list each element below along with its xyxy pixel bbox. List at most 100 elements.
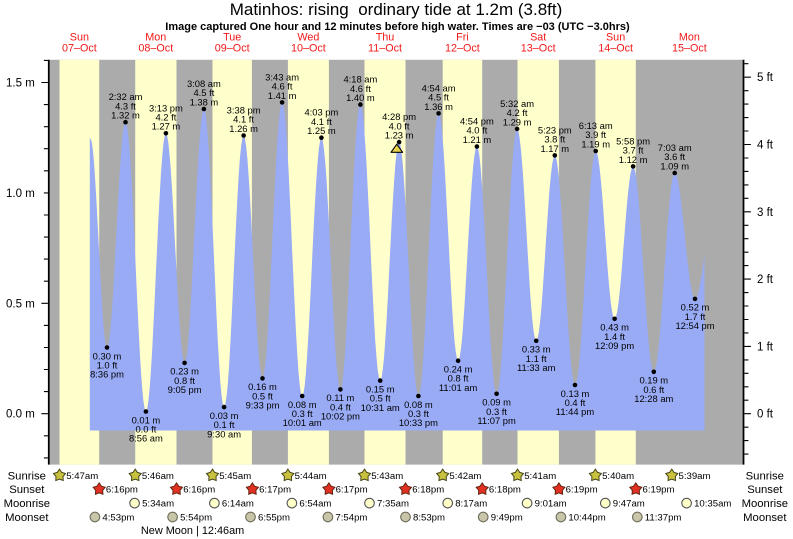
svg-text:Sunset: Sunset <box>9 484 45 496</box>
svg-text:6:54am: 6:54am <box>299 499 331 510</box>
svg-text:11:44 pm: 11:44 pm <box>556 406 595 417</box>
svg-text:0.0 m: 0.0 m <box>6 409 35 421</box>
svg-text:Fri: Fri <box>456 32 469 44</box>
svg-text:4:03 pm: 4:03 pm <box>304 107 338 118</box>
svg-text:0.1 ft: 0.1 ft <box>214 419 235 430</box>
svg-text:7:54pm: 7:54pm <box>335 512 367 523</box>
svg-text:5:41am: 5:41am <box>524 471 556 482</box>
svg-text:2:32 am: 2:32 am <box>109 91 143 102</box>
svg-text:6:16pm: 6:16pm <box>106 485 138 496</box>
svg-text:12:09 pm: 12:09 pm <box>595 340 634 351</box>
svg-text:10–Oct: 10–Oct <box>291 43 326 55</box>
svg-text:Moonset: Moonset <box>5 512 49 524</box>
svg-text:8:56 am: 8:56 am <box>129 433 163 444</box>
svg-text:0.0 ft: 0.0 ft <box>135 424 156 435</box>
svg-text:4 ft: 4 ft <box>757 140 774 152</box>
svg-text:11:33 am: 11:33 am <box>517 362 556 373</box>
svg-text:1.17 m: 1.17 m <box>540 143 569 154</box>
svg-text:1.23 m: 1.23 m <box>385 130 414 141</box>
svg-text:4.3 ft: 4.3 ft <box>115 100 136 111</box>
svg-text:1.4 ft: 1.4 ft <box>604 331 625 342</box>
svg-text:1.7 ft: 1.7 ft <box>685 311 706 322</box>
svg-text:1.5 m: 1.5 m <box>6 78 35 90</box>
svg-text:5:39am: 5:39am <box>679 471 711 482</box>
svg-text:3:13 pm: 3:13 pm <box>149 102 183 113</box>
svg-text:1.36 m: 1.36 m <box>424 101 453 112</box>
svg-text:1.09 m: 1.09 m <box>660 160 689 171</box>
svg-text:0.5 ft: 0.5 ft <box>370 393 391 404</box>
svg-text:08–Oct: 08–Oct <box>138 43 173 55</box>
svg-text:Thu: Thu <box>376 32 395 44</box>
svg-text:6:17pm: 6:17pm <box>259 485 291 496</box>
svg-text:12–Oct: 12–Oct <box>445 43 480 55</box>
svg-text:1.25 m: 1.25 m <box>307 125 336 136</box>
svg-text:4:18 am: 4:18 am <box>343 74 377 85</box>
svg-text:Mon: Mon <box>679 32 700 44</box>
svg-text:10:31 am: 10:31 am <box>361 402 400 413</box>
svg-text:1.12 m: 1.12 m <box>619 154 648 165</box>
svg-text:0.4 ft: 0.4 ft <box>565 397 586 408</box>
svg-text:0.52 m: 0.52 m <box>681 302 710 313</box>
svg-text:4.0 ft: 4.0 ft <box>389 120 410 131</box>
svg-text:10:02 pm: 10:02 pm <box>321 411 360 422</box>
svg-text:Mon: Mon <box>145 32 166 44</box>
svg-text:12:28 am: 12:28 am <box>634 393 673 404</box>
svg-text:6:19pm: 6:19pm <box>643 485 675 496</box>
svg-text:9:01am: 9:01am <box>535 499 567 510</box>
svg-text:6:19pm: 6:19pm <box>566 485 598 496</box>
svg-text:0.3 ft: 0.3 ft <box>292 408 313 419</box>
svg-text:13–Oct: 13–Oct <box>521 43 556 55</box>
svg-text:Sunrise: Sunrise <box>8 470 46 482</box>
svg-text:4.0 ft: 4.0 ft <box>466 125 487 136</box>
svg-text:12:54 pm: 12:54 pm <box>675 320 714 331</box>
svg-text:0.08 m: 0.08 m <box>404 399 433 410</box>
svg-text:0.4 ft: 0.4 ft <box>330 401 351 412</box>
svg-text:Sunrise: Sunrise <box>746 470 784 482</box>
svg-text:0.43 m: 0.43 m <box>600 322 629 333</box>
svg-text:0.11 m: 0.11 m <box>326 392 354 403</box>
svg-text:1.32 m: 1.32 m <box>111 110 140 121</box>
svg-text:4.6 ft: 4.6 ft <box>350 83 371 94</box>
svg-text:0.3 ft: 0.3 ft <box>408 408 429 419</box>
svg-text:07–Oct: 07–Oct <box>62 43 97 55</box>
svg-text:Tue: Tue <box>223 32 241 44</box>
svg-text:4.1 ft: 4.1 ft <box>233 114 254 125</box>
svg-text:Image captured One hour and 12: Image captured One hour and 12 minutes b… <box>165 21 630 33</box>
svg-text:0.15 m: 0.15 m <box>366 383 395 394</box>
svg-text:0.13 m: 0.13 m <box>561 388 590 399</box>
svg-text:4.2 ft: 4.2 ft <box>155 112 176 123</box>
svg-text:15–Oct: 15–Oct <box>672 43 707 55</box>
svg-text:6:55pm: 6:55pm <box>258 512 290 523</box>
svg-text:1 ft: 1 ft <box>757 341 774 353</box>
svg-text:0.19 m: 0.19 m <box>639 375 668 386</box>
svg-text:4.1 ft: 4.1 ft <box>311 116 332 127</box>
svg-text:0.30 m: 0.30 m <box>93 350 122 361</box>
svg-text:6:18pm: 6:18pm <box>489 485 521 496</box>
svg-text:10:44pm: 10:44pm <box>568 512 605 523</box>
svg-text:5 ft: 5 ft <box>757 72 774 84</box>
svg-text:6:13 am: 6:13 am <box>579 120 613 131</box>
svg-text:4.5 ft: 4.5 ft <box>428 92 449 103</box>
svg-text:4.5 ft: 4.5 ft <box>193 87 214 98</box>
svg-text:Moonset: Moonset <box>743 512 787 524</box>
svg-text:4.6 ft: 4.6 ft <box>272 81 293 92</box>
svg-text:6:16pm: 6:16pm <box>183 485 215 496</box>
svg-text:5:34am: 5:34am <box>142 499 174 510</box>
svg-text:0.5 ft: 0.5 ft <box>252 390 273 401</box>
svg-text:6:18pm: 6:18pm <box>412 485 444 496</box>
svg-text:0.01 m: 0.01 m <box>132 414 161 425</box>
svg-text:8:17am: 8:17am <box>455 499 487 510</box>
svg-text:1.26 m: 1.26 m <box>229 123 258 134</box>
svg-text:9:49pm: 9:49pm <box>491 512 523 523</box>
svg-text:5:42am: 5:42am <box>449 471 481 482</box>
svg-text:9:33 pm: 9:33 pm <box>246 400 280 411</box>
svg-text:4:28 pm: 4:28 pm <box>382 111 416 122</box>
svg-text:Sunset: Sunset <box>747 484 783 496</box>
svg-text:10:33 pm: 10:33 pm <box>399 417 438 428</box>
svg-text:0.23 m: 0.23 m <box>170 366 199 377</box>
svg-text:0 ft: 0 ft <box>757 409 774 421</box>
svg-text:5:44am: 5:44am <box>295 471 327 482</box>
svg-text:11–Oct: 11–Oct <box>368 43 402 55</box>
svg-text:5:45am: 5:45am <box>219 471 251 482</box>
svg-text:8:53pm: 8:53pm <box>413 512 445 523</box>
